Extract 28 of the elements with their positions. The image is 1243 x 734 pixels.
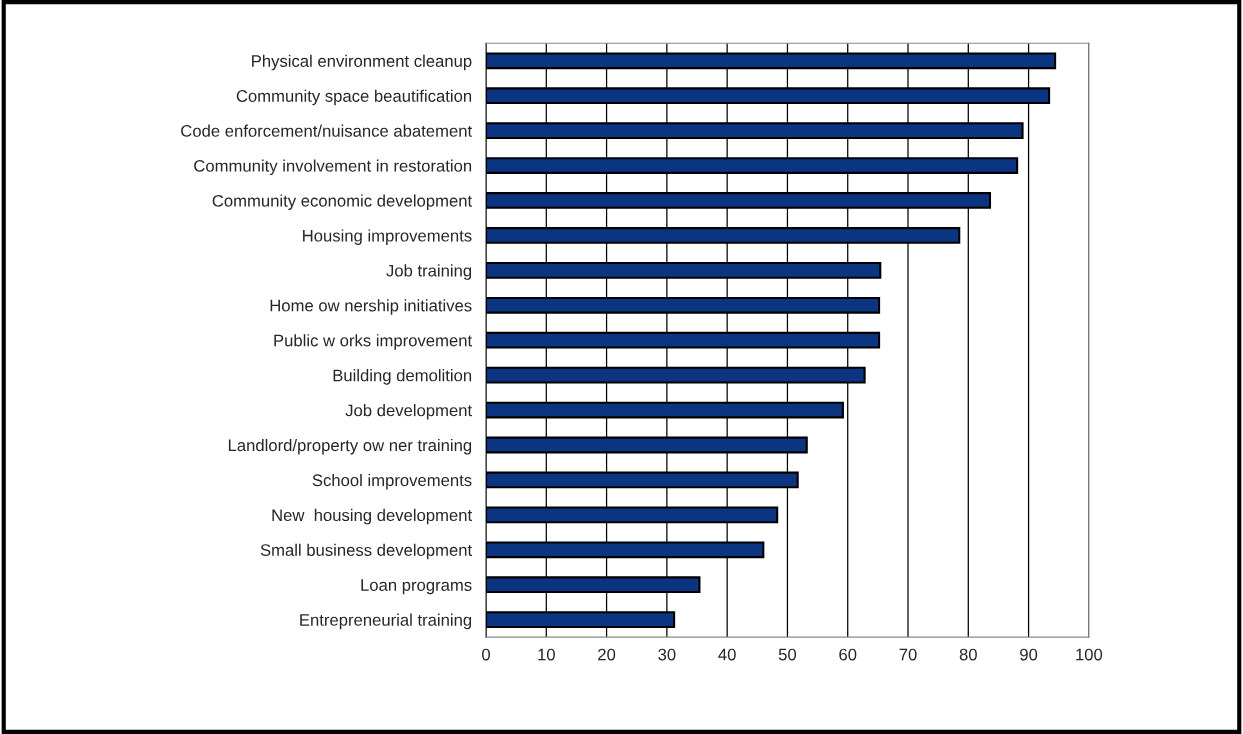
x-tick-label: 80	[959, 648, 977, 661]
y-tick-label: Small business development	[260, 543, 473, 560]
y-tick-label: School improvements	[312, 473, 472, 490]
x-tick-label: 30	[658, 648, 676, 661]
y-tick-label: Building demolition	[333, 369, 472, 385]
x-tick-label: 70	[899, 648, 917, 661]
y-tick-label: Home ow nership initiatives	[270, 299, 472, 315]
y-tick-label: Physical environment cleanup	[252, 54, 472, 71]
y-tick-label: Landlord/property ow ner training	[228, 438, 472, 455]
y-tick-label: Community space beautification	[236, 89, 472, 106]
x-tick-label: 20	[598, 648, 616, 661]
y-tick-label: Community economic development	[212, 194, 473, 210]
y-tick-label: Entrepreneurial training	[300, 613, 472, 630]
y-tick-label: Public w orks improvement	[274, 334, 473, 350]
x-tick-label: 10	[538, 648, 555, 661]
x-tick-label: 40	[718, 648, 736, 661]
y-tick-label: Loan programs	[361, 579, 472, 595]
x-tick-label: 60	[839, 648, 857, 661]
x-tick-label: 90	[1020, 648, 1038, 661]
y-tick-label: Housing improvements	[303, 229, 472, 245]
y-tick-label: Community involvement in restoration	[194, 159, 472, 176]
x-tick-label: 100	[1076, 648, 1103, 661]
x-tick-label: 0	[482, 648, 490, 661]
y-tick-label: New housing development	[272, 508, 473, 525]
y-tick-label: Job development	[345, 404, 473, 420]
y-tick-label: Code enforcement/nuisance abatement	[181, 124, 473, 137]
y-tick-label: Job training	[386, 264, 472, 280]
x-tick-label: 50	[778, 648, 797, 661]
